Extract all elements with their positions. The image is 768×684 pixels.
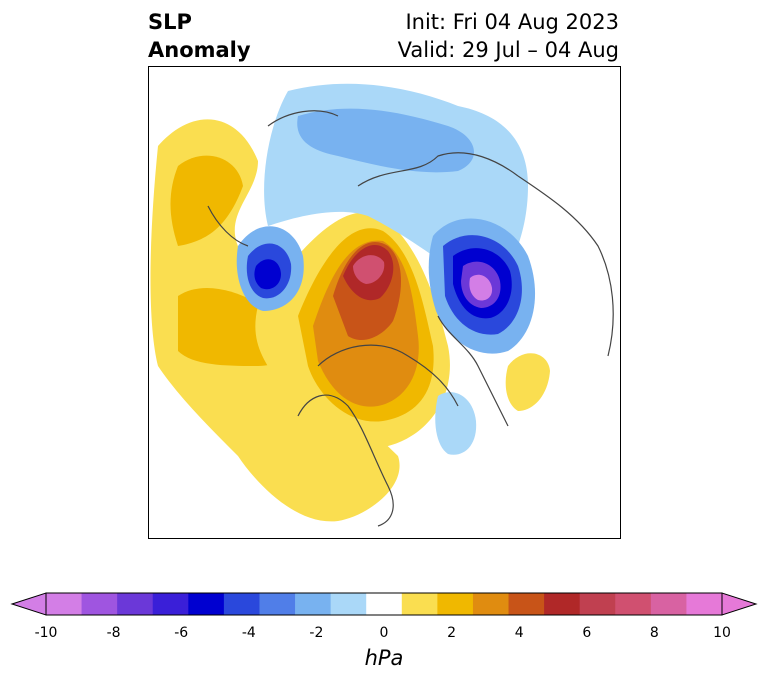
anomaly-map [148, 66, 621, 539]
colorbar-bin [472, 593, 510, 615]
title-right: Init: Fri 04 Aug 2023 Valid: 29 Jul – 04… [398, 8, 619, 64]
colorbar-tick-label: 10 [713, 625, 731, 641]
negative-anomaly-barents-peak [469, 274, 493, 301]
negative-anomaly-atlantic [435, 392, 477, 455]
colorbar-tick-label: 4 [514, 625, 524, 641]
colorbar-bin [223, 593, 260, 615]
init-date: Init: Fri 04 Aug 2023 [405, 10, 619, 34]
colorbar-tick-label: -6 [174, 625, 189, 641]
colorbar-bin [508, 593, 545, 615]
colorbar-bin [650, 593, 687, 615]
colorbar-tick-label: -2 [309, 625, 324, 641]
colorbar-bin [330, 593, 367, 615]
negative-anomaly-arctic-mid [297, 108, 475, 173]
colorbar-bin [544, 593, 581, 615]
colorbar-bin [401, 593, 438, 615]
positive-anomaly-pacific-inner [170, 155, 243, 246]
colorbar [10, 592, 758, 616]
colorbar-max-arrow [721, 592, 758, 616]
valid-range: Valid: 29 Jul – 04 Aug [397, 38, 619, 62]
colorbar-tick-label: 2 [447, 625, 457, 641]
title-variable: SLP [148, 10, 192, 34]
colorbar-tick-label: -8 [106, 625, 121, 641]
colorbar-tick-label: -10 [34, 625, 58, 641]
colorbar-bin [615, 593, 652, 615]
colorbar-bin [437, 593, 474, 615]
colorbar-bin [366, 593, 403, 615]
colorbar-unit: hPa [364, 646, 404, 670]
colorbar-tick-label: 0 [379, 625, 389, 641]
colorbar-tick-label: 6 [582, 625, 592, 641]
colorbar-tick-label: -4 [241, 625, 256, 641]
colorbar-bin [686, 593, 723, 615]
title-anomaly: Anomaly [148, 38, 251, 62]
colorbar-bin [81, 593, 118, 615]
colorbar-bin [46, 593, 83, 615]
colorbar-min-arrow [10, 592, 47, 616]
positive-anomaly-canada-peak [353, 255, 385, 284]
colorbar-bin [579, 593, 616, 615]
title-left: SLP Anomaly [148, 8, 251, 64]
negative-anomaly-chukchi-core [254, 259, 281, 290]
colorbar-tick-label: 8 [649, 625, 659, 641]
colorbar-outline [45, 592, 723, 616]
colorbar-bin [152, 593, 189, 615]
colorbar-bin [259, 593, 296, 615]
colorbar-bin [188, 593, 225, 615]
positive-anomaly-europe [505, 353, 550, 411]
colorbar-bin [117, 593, 154, 615]
coastlines [207, 110, 614, 527]
colorbar-bin [295, 593, 332, 615]
